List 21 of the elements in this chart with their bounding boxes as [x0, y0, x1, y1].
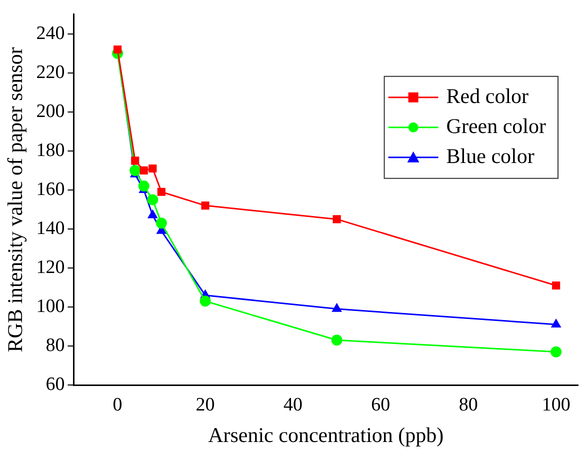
legend-label: Green color	[446, 114, 546, 138]
x-tick-label: 0	[112, 394, 122, 416]
legend-label: Blue color	[446, 144, 534, 168]
x-tick-label: 100	[542, 394, 570, 416]
y-tick-label: 140	[36, 218, 65, 239]
y-tick-label: 80	[46, 334, 65, 356]
y-tick-label: 60	[46, 374, 65, 395]
y-tick-label: 240	[36, 22, 65, 44]
x-tick-label: 80	[458, 394, 478, 416]
y-tick-label: 180	[36, 140, 65, 161]
x-tick-label: 60	[371, 394, 390, 416]
y-axis-title: RGB intensity value of paper sensor	[3, 47, 28, 352]
x-tick-label: 40	[283, 394, 302, 416]
y-tick-label: 160	[36, 178, 65, 200]
x-tick-label: 20	[196, 394, 215, 416]
y-tick-label: 200	[36, 100, 65, 122]
legend-label: Red color	[446, 84, 529, 108]
y-tick-label: 100	[36, 296, 65, 317]
x-axis-title: Arsenic concentration (ppb)	[208, 422, 444, 447]
y-tick-label: 220	[36, 62, 65, 83]
y-tick-label: 120	[36, 256, 65, 278]
